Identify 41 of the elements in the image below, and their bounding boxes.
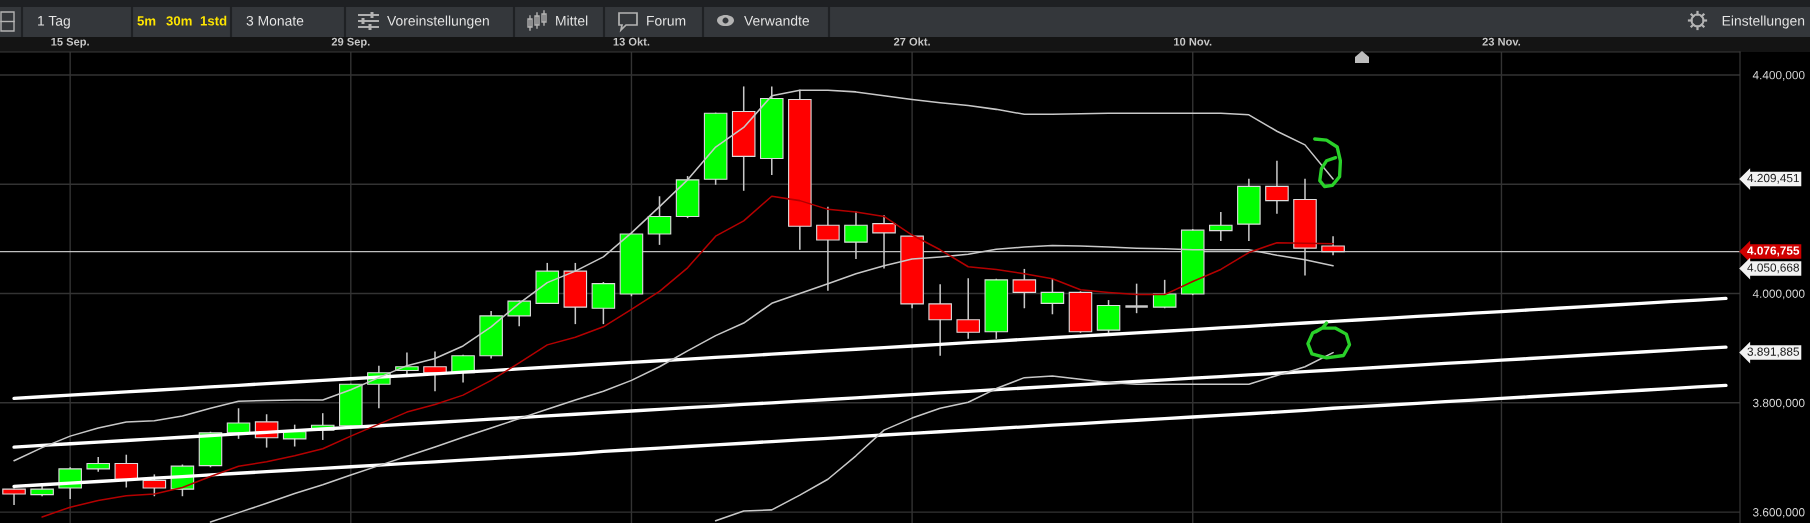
text: 3 Monate xyxy=(246,15,304,26)
line-series xyxy=(714,351,1334,522)
line-series xyxy=(12,345,1728,449)
text: 4.050,668 xyxy=(1747,263,1800,274)
x-tick-label: 27 Okt. xyxy=(893,37,930,46)
candlestick xyxy=(1209,211,1233,242)
candlestick xyxy=(282,423,307,448)
candlestick xyxy=(1152,279,1177,310)
text: 1std xyxy=(200,15,227,26)
candlestick xyxy=(226,407,251,440)
text: 30m xyxy=(166,16,192,26)
text: Voreinstellungen xyxy=(387,15,489,29)
candlestick xyxy=(647,195,672,246)
candlestick xyxy=(114,453,139,489)
y-tick-label: 3.600,000 xyxy=(1752,508,1805,518)
text: Einstellungen xyxy=(1722,15,1805,29)
candlestick xyxy=(928,283,952,357)
y-tick-label: 4.000,000 xyxy=(1752,289,1805,300)
candlestick xyxy=(1124,282,1150,314)
text: Forum xyxy=(647,16,686,26)
line-series xyxy=(12,296,1728,401)
text: 4.209,451 xyxy=(1747,173,1799,184)
x-tick-label: 29 Sep. xyxy=(331,37,370,48)
candlestick xyxy=(1265,159,1289,215)
candlestick xyxy=(1040,277,1065,316)
x-tick-label: 15 Sep. xyxy=(51,37,89,48)
candlestick xyxy=(1012,268,1037,310)
text: 1 Tag xyxy=(38,16,70,29)
ref-line-label: 4.076,755 xyxy=(1747,246,1800,257)
y-tick-label: 3.800,000 xyxy=(1752,398,1805,409)
text: Verwandte xyxy=(744,15,810,26)
y-tick-label: 4.400,000 xyxy=(1752,70,1805,81)
candlestick xyxy=(507,299,531,328)
candlestick xyxy=(956,277,981,340)
x-tick-label: 13 Okt. xyxy=(613,37,650,46)
x-tick-label: 10 Nov. xyxy=(1174,37,1212,46)
candlestick xyxy=(395,351,419,376)
x-tick-label: 23 Nov. xyxy=(1482,37,1521,46)
text: Mittel xyxy=(556,15,588,26)
text: 3.891,885 xyxy=(1747,347,1800,358)
text: 5m xyxy=(137,16,156,26)
